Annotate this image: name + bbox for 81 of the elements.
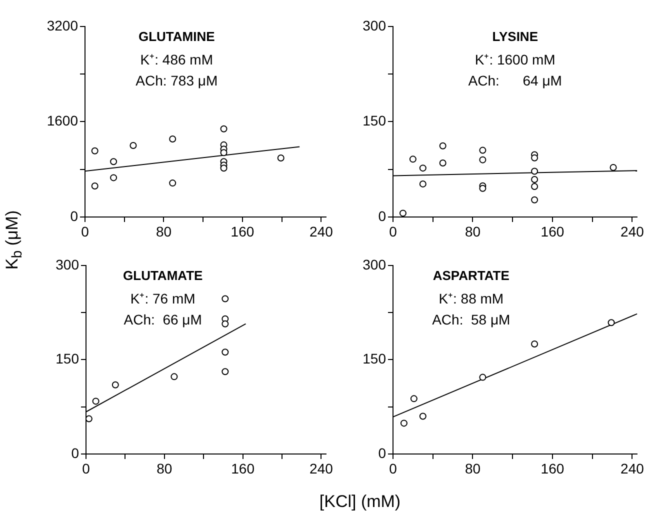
point xyxy=(277,154,284,162)
annotation: K⁺: 76 mM xyxy=(130,290,196,306)
point xyxy=(92,398,100,405)
annotation: K⁺: 88 mM xyxy=(438,290,504,306)
point xyxy=(222,368,229,376)
x-tick-label: 0 xyxy=(389,460,398,476)
point xyxy=(531,183,538,190)
point xyxy=(91,147,98,154)
annotation: ACh: 783 μM xyxy=(136,72,218,88)
point xyxy=(439,159,446,166)
point xyxy=(169,135,176,142)
point xyxy=(531,176,538,184)
point xyxy=(410,395,418,402)
x-tick-label: 160 xyxy=(540,223,564,240)
point xyxy=(130,142,137,150)
y-tick-label: 300 xyxy=(362,256,386,272)
point xyxy=(112,381,119,388)
point xyxy=(110,174,118,182)
annotation: ACh: 58 μM xyxy=(432,311,510,328)
x-tick-label: 160 xyxy=(230,223,254,240)
point xyxy=(169,180,176,187)
x-tick-label: 80 xyxy=(156,223,172,240)
point xyxy=(222,348,229,356)
x-tick-label: 240 xyxy=(310,460,334,476)
y-tick-label: 150 xyxy=(56,350,80,367)
y-tick-label: 0 xyxy=(378,208,386,224)
point xyxy=(479,156,486,164)
x-tick-label: 0 xyxy=(82,460,90,476)
y-tick-label: 300 xyxy=(56,256,80,272)
y-tick-label: 0 xyxy=(70,208,78,224)
point xyxy=(419,180,426,188)
point xyxy=(222,295,229,302)
point xyxy=(400,420,408,427)
annotation: ACh: 64 μM xyxy=(468,72,562,88)
point xyxy=(531,168,538,175)
y-tick-label: 1600 xyxy=(46,112,78,129)
point xyxy=(399,210,406,217)
chart-title: GLUTAMATE xyxy=(123,268,203,283)
annotation: K⁺: 1600 mM xyxy=(474,51,556,68)
y-tick-label: 300 xyxy=(362,17,386,34)
point xyxy=(170,373,178,380)
y-tick-label: 150 xyxy=(362,112,386,129)
chart-title: LYSINE xyxy=(492,28,538,44)
point xyxy=(531,196,538,204)
x-tick-label: 0 xyxy=(389,223,398,240)
point xyxy=(220,164,228,172)
point xyxy=(439,142,446,150)
point xyxy=(419,412,426,420)
point xyxy=(110,158,118,166)
x-axis-title: [KCl] (mM) xyxy=(319,492,401,512)
point xyxy=(531,154,538,162)
point xyxy=(91,182,98,190)
point xyxy=(608,319,615,326)
x-tick-label: 240 xyxy=(620,460,644,476)
point xyxy=(419,164,426,172)
point xyxy=(479,374,486,381)
point xyxy=(409,156,416,163)
x-tick-label: 160 xyxy=(231,460,255,476)
point xyxy=(479,146,486,154)
x-tick-label: 0 xyxy=(81,223,90,240)
annotation: K⁺: 486 mM xyxy=(140,51,213,68)
point xyxy=(610,164,617,171)
x-tick-label: 240 xyxy=(310,223,334,240)
x-tick-label: 240 xyxy=(620,223,644,240)
x-tick-label: 160 xyxy=(540,460,564,476)
point xyxy=(479,184,486,192)
annotation: ACh: 66 μM xyxy=(124,311,202,328)
x-tick-label: 80 xyxy=(464,460,481,476)
y-tick-label: 0 xyxy=(378,444,386,461)
x-tick-label: 80 xyxy=(156,460,172,476)
point xyxy=(86,415,92,422)
y-tick-label: 3200 xyxy=(46,17,78,34)
point xyxy=(220,149,228,156)
y-tick-label: 0 xyxy=(71,444,80,461)
point xyxy=(220,125,228,132)
chart-title: GLUTAMINE xyxy=(138,28,216,44)
x-tick-label: 80 xyxy=(464,223,481,240)
chart-title: ASPARTATE xyxy=(432,268,510,283)
y-tick-label: 150 xyxy=(362,350,386,367)
point xyxy=(531,340,538,348)
point xyxy=(222,320,229,328)
